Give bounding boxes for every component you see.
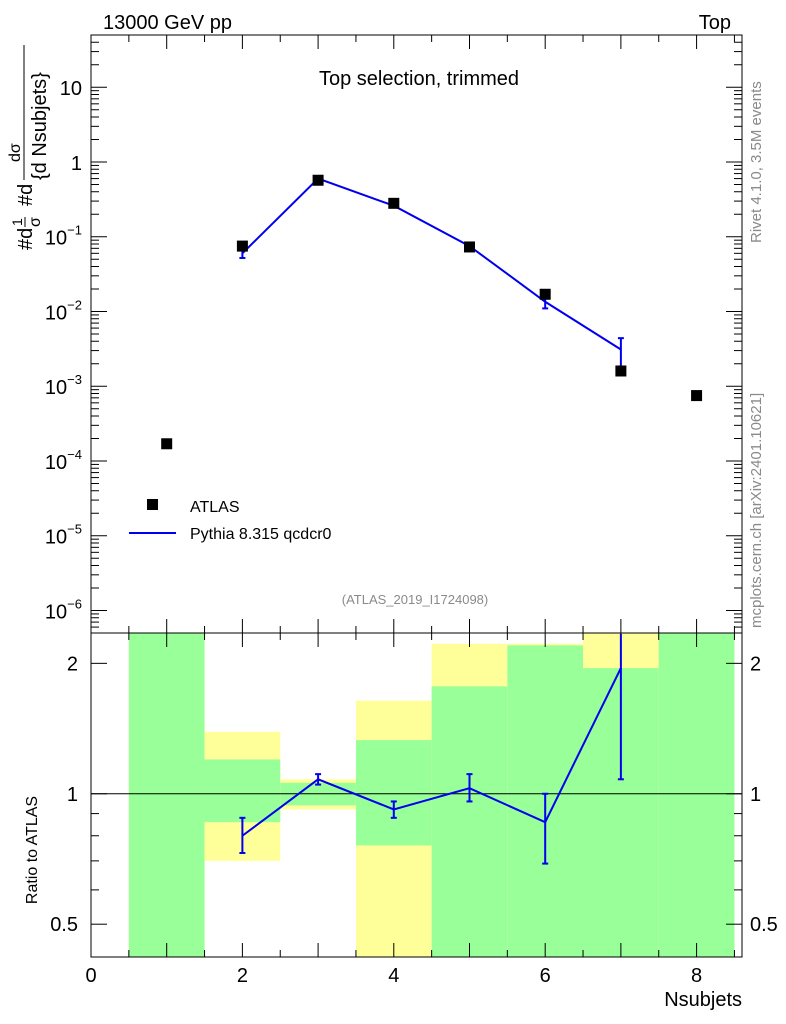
ratio-line bbox=[241, 667, 622, 837]
main-y-axis-label: #d 1 σ #d dσ {d Nsubjets} bbox=[7, 45, 51, 250]
ratio-y-tick-label-right: 2 bbox=[750, 653, 761, 675]
atlas-point bbox=[161, 438, 173, 450]
ratio-y-tick-label-right: 1 bbox=[750, 784, 761, 806]
svg-text:σ: σ bbox=[27, 217, 44, 227]
legend-atlas-marker bbox=[147, 499, 158, 510]
ratio-x-tick-label: 2 bbox=[237, 965, 248, 987]
main-y-tick-label: 10−3 bbox=[45, 372, 82, 399]
main-y-tick-label: 10−5 bbox=[45, 522, 82, 549]
atlas-point bbox=[615, 365, 627, 377]
svg-text:#d: #d bbox=[15, 228, 37, 250]
ratio-band-green bbox=[128, 633, 205, 957]
ratio-pythia-series bbox=[239, 634, 624, 865]
main-y-tick-label: 10−6 bbox=[45, 596, 82, 623]
process-label: Top bbox=[699, 12, 731, 34]
svg-text:#d: #d bbox=[15, 184, 37, 206]
ratio-y-tick-label-left: 2 bbox=[67, 653, 78, 675]
atlas-point bbox=[463, 241, 475, 253]
main-y-tick-label: 10 bbox=[60, 78, 82, 100]
pythia-series bbox=[239, 176, 624, 369]
ratio-y-axis-label: Ratio to ATLAS bbox=[24, 796, 41, 904]
ratio-x-tick-label: 8 bbox=[691, 965, 702, 987]
legend-atlas-label: ATLAS bbox=[190, 499, 240, 516]
main-x-ticks bbox=[90, 35, 735, 633]
ratio-axes: 0 2 4 6 8 0.5 0.5 1 1 2 2 bbox=[50, 633, 778, 987]
main-y-tick-label: 10−2 bbox=[45, 297, 82, 324]
svg-text:dσ: dσ bbox=[7, 143, 24, 162]
ratio-band-green bbox=[204, 759, 281, 823]
pythia-line bbox=[241, 177, 622, 351]
energy-label: 13000 GeV pp bbox=[103, 12, 232, 34]
ratio-x-tick-label: 4 bbox=[388, 965, 399, 987]
main-y-axis: 10−6 10−5 10−4 10−3 10−2 10−1 1 10 bbox=[45, 34, 742, 634]
main-plot-frame bbox=[90, 34, 743, 634]
analysis-id: (ATLAS_2019_I1724098) bbox=[342, 592, 488, 607]
ratio-x-tick-label: 6 bbox=[540, 965, 551, 987]
mcplots-label: mcplots.cern.ch [arXiv:2401.10621] bbox=[748, 393, 765, 628]
ratio-plot-frame bbox=[90, 632, 743, 958]
atlas-point bbox=[388, 197, 400, 209]
ratio-band-green bbox=[431, 686, 508, 957]
atlas-point bbox=[312, 174, 324, 186]
svg-text:1: 1 bbox=[9, 218, 25, 226]
ratio-band-green bbox=[355, 740, 432, 846]
main-y-tick-label: 10−4 bbox=[45, 447, 82, 474]
ratio-uncertainty-bands bbox=[128, 633, 735, 957]
legend-pythia-label: Pythia 8.315 qcdcr0 bbox=[190, 526, 332, 543]
plot-title: Top selection, trimmed bbox=[319, 68, 519, 90]
atlas-point bbox=[539, 288, 551, 300]
main-y-tick-label: 1 bbox=[71, 153, 82, 175]
atlas-point bbox=[236, 240, 248, 252]
atlas-point bbox=[691, 390, 703, 402]
ratio-y-tick-label-right: 0.5 bbox=[750, 914, 778, 936]
x-axis-label: Nsubjets bbox=[664, 989, 742, 1011]
svg-text:{d Nsubjets}: {d Nsubjets} bbox=[29, 72, 51, 180]
rivet-version-label: Rivet 4.1.0, 3.5M events bbox=[748, 81, 765, 243]
ratio-y-tick-label-left: 0.5 bbox=[50, 914, 78, 936]
ratio-band-green bbox=[658, 633, 735, 957]
ratio-x-tick-label: 0 bbox=[85, 965, 96, 987]
atlas-series bbox=[161, 174, 703, 450]
ratio-y-tick-label-left: 1 bbox=[67, 784, 78, 806]
legend: ATLAS Pythia 8.315 qcdcr0 bbox=[129, 499, 332, 543]
main-y-tick-label: 10−1 bbox=[45, 223, 82, 250]
